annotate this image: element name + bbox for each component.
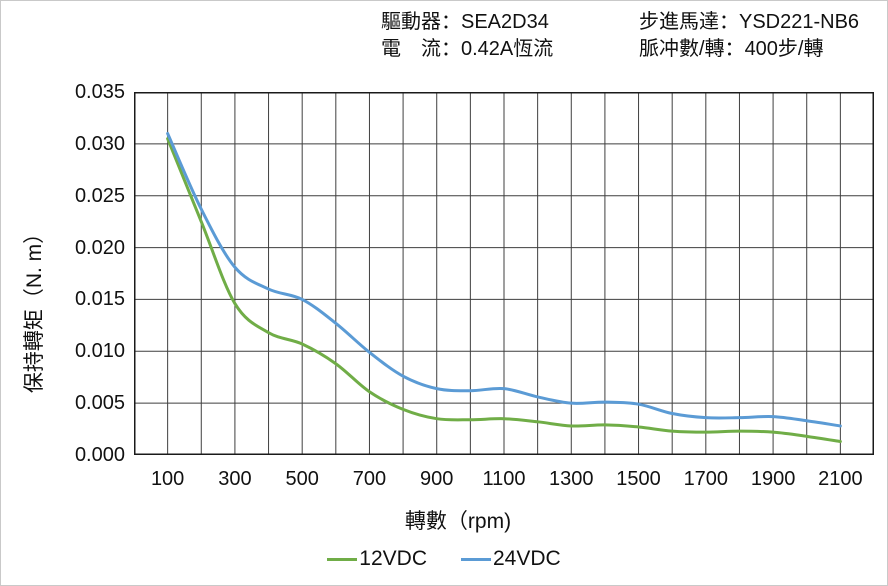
x-tick-label: 1500: [616, 468, 661, 490]
legend-line-swatch: [461, 557, 491, 561]
legend-label: 24VDC: [493, 547, 561, 570]
y-tick-label: 0.010: [74, 340, 125, 363]
x-tick-label: 1300: [549, 468, 594, 490]
x-axis-title: 轉數（rpm): [404, 510, 512, 533]
legend-item-12vdc: 12VDC: [327, 547, 427, 571]
y-axis-title: 保持轉矩（N. m）: [23, 222, 46, 394]
y-tick-label: 0.035: [74, 81, 125, 103]
spec-driver-label: 驅動器：: [381, 11, 461, 33]
x-tick-label: 100: [150, 468, 185, 490]
x-tick-label: 1100: [482, 468, 526, 490]
plot-border: [134, 92, 874, 455]
y-tick-label: 0.015: [74, 288, 125, 311]
x-tick-label: 2100: [818, 468, 863, 490]
series-line-24vdc: [166, 131, 842, 428]
spec-pulses-value: 400步/轉: [744, 38, 824, 60]
spec-motor: 步進馬達：YSD221-NB6: [639, 9, 859, 36]
legend-label: 12VDC: [359, 547, 427, 570]
y-tick-label: 0.000: [74, 444, 125, 466]
y-tick-label: 0.025: [74, 184, 125, 207]
plot-area: [134, 92, 874, 455]
x-tick-label: 300: [218, 468, 252, 490]
x-tick-label: 1700: [683, 468, 729, 490]
spec-pulses: 脈冲數/轉：400步/轉: [639, 36, 859, 63]
legend-line-swatch: [327, 557, 358, 561]
header-specs-left: 驅動器：SEA2D34 電 流：0.42A恆流: [381, 9, 553, 63]
chart-legend: 12VDC 24VDC: [1, 547, 887, 571]
y-tick-label: 0.005: [74, 392, 125, 415]
y-tick-label: 0.030: [74, 132, 125, 155]
x-tick-label: 1900: [750, 468, 796, 490]
legend-item-24vdc: 24VDC: [461, 547, 561, 571]
series-line-12vdc: [166, 137, 842, 444]
spec-pulses-label: 脈冲數/轉：: [639, 38, 745, 60]
x-tick-label: 700: [352, 468, 387, 490]
spec-driver-value: SEA2D34: [461, 11, 549, 33]
spec-motor-value: YSD221-NB6: [739, 11, 860, 33]
x-tick-label: 500: [285, 468, 319, 490]
x-tick-label: 900: [420, 468, 454, 490]
y-tick-label: 0.020: [74, 236, 125, 259]
spec-current: 電 流：0.42A恆流: [381, 36, 553, 63]
gridlines: [134, 92, 874, 455]
spec-current-label: 電 流：: [381, 38, 461, 60]
spec-motor-label: 步進馬達：: [639, 11, 739, 33]
spec-driver: 驅動器：SEA2D34: [381, 9, 553, 36]
spec-current-value: 0.42A恆流: [461, 38, 554, 60]
header-specs-right: 步進馬達：YSD221-NB6 脈冲數/轉：400步/轉: [639, 9, 859, 63]
